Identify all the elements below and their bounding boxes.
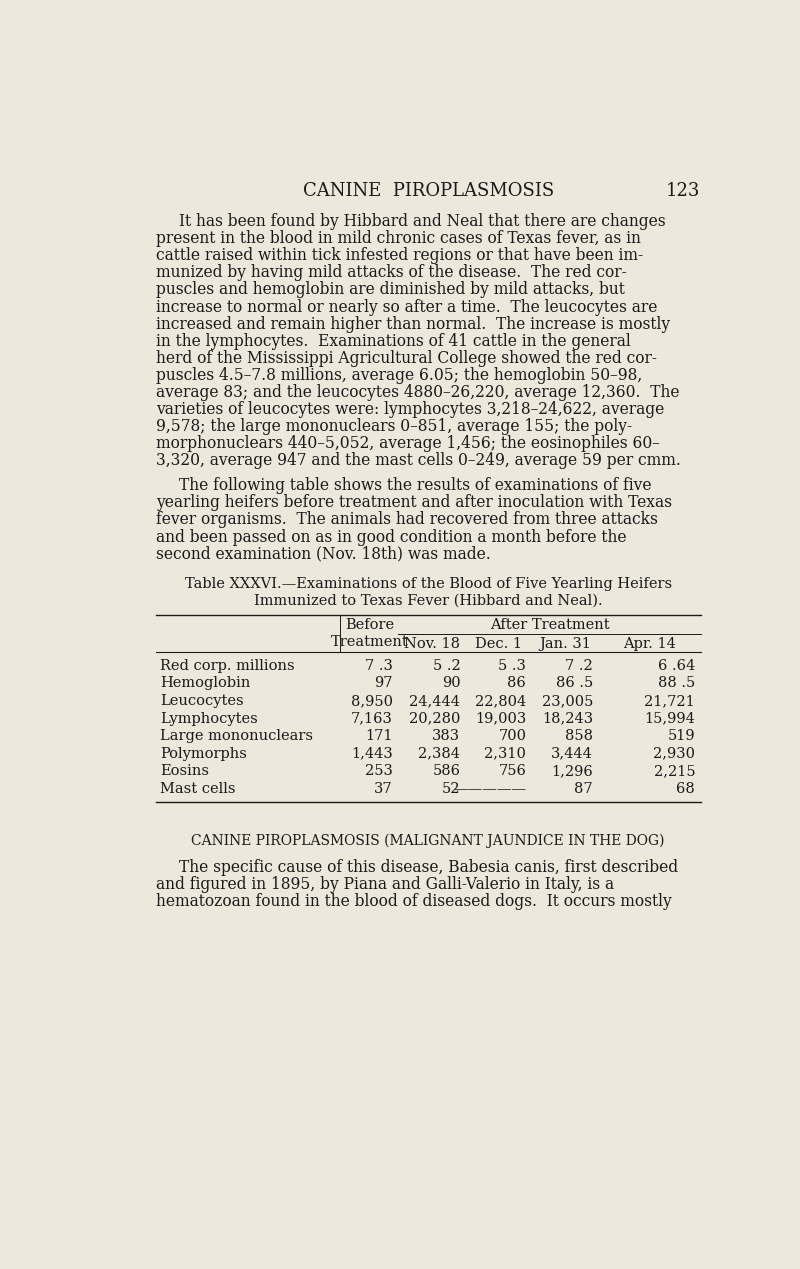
Text: It has been found by Hibbard and Neal that there are changes: It has been found by Hibbard and Neal th… [179,213,666,230]
Text: 88 .5: 88 .5 [658,676,695,690]
Text: 2,310: 2,310 [484,746,526,760]
Text: 1,443: 1,443 [351,746,393,760]
Text: 23,005: 23,005 [542,694,593,708]
Text: puscles 4.5–7.8 millions, average 6.05; the hemoglobin 50–98,: puscles 4.5–7.8 millions, average 6.05; … [156,367,642,385]
Text: 7 .2: 7 .2 [565,659,593,673]
Text: present in the blood in mild chronic cases of Texas fever, as in: present in the blood in mild chronic cas… [156,230,641,247]
Text: 68: 68 [677,782,695,796]
Text: in the lymphocytes.  Examinations of 41 cattle in the general: in the lymphocytes. Examinations of 41 c… [156,332,630,350]
Text: 20,280: 20,280 [409,712,460,726]
Text: 756: 756 [498,764,526,778]
Text: 87: 87 [574,782,593,796]
Text: 86 .5: 86 .5 [556,676,593,690]
Text: average 83; and the leucocytes 4880–26,220, average 12,360.  The: average 83; and the leucocytes 4880–26,2… [156,385,679,401]
Text: increased and remain higher than normal.  The increase is mostly: increased and remain higher than normal.… [156,316,670,332]
Text: Large mononuclears: Large mononuclears [161,730,314,744]
Text: The following table shows the results of examinations of five: The following table shows the results of… [179,477,651,494]
Text: 3,444: 3,444 [551,746,593,760]
Text: Polymorphs: Polymorphs [161,746,247,760]
Text: Hemoglobin: Hemoglobin [161,676,251,690]
Text: herd of the Mississippi Agricultural College showed the red cor-: herd of the Mississippi Agricultural Col… [156,350,657,367]
Text: CANINE  PIROPLASMOSIS: CANINE PIROPLASMOSIS [302,183,554,201]
Text: 2,215: 2,215 [654,764,695,778]
Text: 52: 52 [442,782,460,796]
Text: 5 .3: 5 .3 [498,659,526,673]
Text: 19,003: 19,003 [475,712,526,726]
Text: 90: 90 [442,676,460,690]
Text: 7 .3: 7 .3 [365,659,393,673]
Text: 97: 97 [374,676,393,690]
Text: varieties of leucocytes were: lymphocytes 3,218–24,622, average: varieties of leucocytes were: lymphocyte… [156,401,664,419]
Text: The specific cause of this disease, Babesia canis, first described: The specific cause of this disease, Babe… [179,859,678,876]
Text: and been passed on as in good condition a month before the: and been passed on as in good condition … [156,528,626,546]
Text: 8,950: 8,950 [351,694,393,708]
Text: fever organisms.  The animals had recovered from three attacks: fever organisms. The animals had recover… [156,511,658,528]
Text: cattle raised within tick infested regions or that have been im-: cattle raised within tick infested regio… [156,247,643,264]
Text: 519: 519 [667,730,695,744]
Text: Treatment: Treatment [330,634,408,648]
Text: 2,930: 2,930 [653,746,695,760]
Text: 37: 37 [374,782,393,796]
Text: 9,578; the large mononuclears 0–851, average 155; the poly-: 9,578; the large mononuclears 0–851, ave… [156,419,632,435]
Text: Table XXXVI.—Examinations of the Blood of Five Yearling Heifers: Table XXXVI.—Examinations of the Blood o… [185,576,672,590]
Text: second examination (Nov. 18th) was made.: second examination (Nov. 18th) was made. [156,546,490,562]
Text: 15,994: 15,994 [644,712,695,726]
Text: 2,384: 2,384 [418,746,460,760]
Text: 22,804: 22,804 [475,694,526,708]
Text: Leucocytes: Leucocytes [161,694,244,708]
Text: 18,243: 18,243 [542,712,593,726]
Text: 6 .64: 6 .64 [658,659,695,673]
Text: Red corp. millions: Red corp. millions [161,659,295,673]
Text: Mast cells: Mast cells [161,782,236,796]
Text: —————: ————— [453,782,526,796]
Text: morphonuclears 440–5,052, average 1,456; the eosinophiles 60–: morphonuclears 440–5,052, average 1,456;… [156,435,660,452]
Text: 123: 123 [666,183,701,201]
Text: 86: 86 [507,676,526,690]
Text: 7,163: 7,163 [351,712,393,726]
Text: Dec. 1: Dec. 1 [475,637,522,651]
Text: Lymphocytes: Lymphocytes [161,712,258,726]
Text: 171: 171 [366,730,393,744]
Text: 24,444: 24,444 [410,694,460,708]
Text: munized by having mild attacks of the disease.  The red cor-: munized by having mild attacks of the di… [156,264,626,282]
Text: Before: Before [345,618,394,632]
Text: Eosins: Eosins [161,764,210,778]
Text: yearling heifers before treatment and after inoculation with Texas: yearling heifers before treatment and af… [156,495,672,511]
Text: Nov. 18: Nov. 18 [404,637,460,651]
Text: 383: 383 [432,730,460,744]
Text: After Treatment: After Treatment [490,618,610,632]
Text: 21,721: 21,721 [645,694,695,708]
Text: 3,320, average 947 and the mast cells 0–249, average 59 per cmm.: 3,320, average 947 and the mast cells 0–… [156,453,681,470]
Text: 253: 253 [365,764,393,778]
Text: Apr. 14: Apr. 14 [623,637,676,651]
Text: and figured in 1895, by Piana and Galli-Valerio in Italy, is a: and figured in 1895, by Piana and Galli-… [156,876,614,893]
Text: 5 .2: 5 .2 [433,659,460,673]
Text: 1,296: 1,296 [551,764,593,778]
Text: Immunized to Texas Fever (Hibbard and Neal).: Immunized to Texas Fever (Hibbard and Ne… [254,594,602,608]
Text: hematozoan found in the blood of diseased dogs.  It occurs mostly: hematozoan found in the blood of disease… [156,893,671,910]
Text: increase to normal or nearly so after a time.  The leucocytes are: increase to normal or nearly so after a … [156,298,657,316]
Text: puscles and hemoglobin are diminished by mild attacks, but: puscles and hemoglobin are diminished by… [156,282,625,298]
Text: 586: 586 [432,764,460,778]
Text: CANINE PIROPLASMOSIS (MALIGNANT JAUNDICE IN THE DOG): CANINE PIROPLASMOSIS (MALIGNANT JAUNDICE… [191,834,665,849]
Text: 700: 700 [498,730,526,744]
Text: Jan. 31: Jan. 31 [539,637,591,651]
Text: 858: 858 [565,730,593,744]
